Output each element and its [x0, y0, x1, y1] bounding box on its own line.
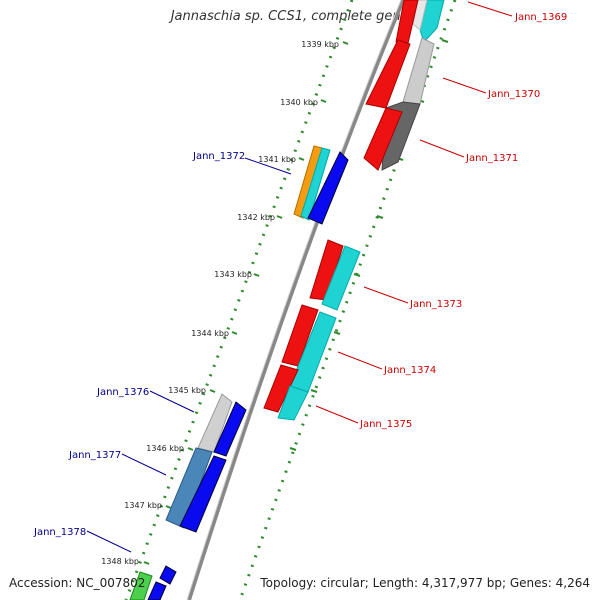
gene-label-jann-1372: Jann_1372: [192, 151, 245, 162]
gene-label-jann-1376: Jann_1376: [96, 387, 149, 398]
tick-marks: [143, 41, 349, 565]
gene-red-lower2: [263, 364, 299, 413]
tick-mark: [289, 447, 297, 451]
gene-label-jann-1375: Jann_1375: [359, 419, 412, 430]
connector-jann-1376: [149, 390, 195, 413]
backbone-highlight: [186, 0, 402, 600]
genome-stats: Topology: circular; Length: 4,317,977 bp…: [260, 576, 590, 590]
connector-jann-1369: [467, 1, 513, 17]
reverse-genes[interactable]: [129, 145, 349, 600]
gene-blue-4: [159, 565, 177, 585]
gene-jann-1372-cyan: [300, 147, 331, 221]
tick-mark: [320, 99, 327, 103]
tick-mark: [441, 39, 449, 43]
gene-label-jann-1371: Jann_1371: [465, 153, 518, 164]
gene-label-jann-1377: Jann_1377: [68, 450, 121, 461]
connector-jann-1371: [419, 139, 465, 158]
gene-label-jann-1370: Jann_1370: [487, 89, 540, 100]
label-connectors: [86, 1, 513, 553]
tick-mark: [231, 331, 238, 335]
tick-mark: [253, 273, 260, 277]
gene-jann-1378: [129, 571, 153, 600]
tick-mark: [276, 215, 283, 219]
tick-track-inner: [124, 0, 354, 600]
gene-blue-5: [147, 581, 167, 600]
connector-jann-1373: [363, 286, 409, 304]
map-title: Jannaschia sp. CCS1, complete genome: [170, 9, 430, 24]
backbone-line: [187, 0, 405, 600]
connector-jann-1377: [121, 453, 167, 476]
tick-mark: [143, 561, 150, 565]
tick-mark: [310, 389, 318, 393]
tick-label: 1340 kbp: [280, 98, 318, 107]
connector-jann-1370: [442, 77, 487, 94]
connector-jann-1378: [86, 530, 132, 553]
connector-jann-1374: [337, 351, 383, 370]
connector-jann-1375: [315, 405, 359, 424]
tick-mark: [298, 157, 305, 161]
gene-labels-forward[interactable]: Jann_1369 Jann_1370 Jann_1371 Jann_1373 …: [359, 12, 567, 430]
tick-label: 1348 kbp: [101, 557, 139, 566]
gene-label-jann-1378: Jann_1378: [33, 527, 86, 538]
gene-blue-3: [179, 455, 227, 533]
tick-mark: [342, 41, 349, 45]
tick-label: 1345 kbp: [168, 386, 206, 395]
gene-label-jann-1374: Jann_1374: [383, 365, 436, 376]
tick-mark: [333, 331, 341, 335]
tick-label: 1342 kbp: [237, 213, 275, 222]
accession-label: Accession: NC_007802: [9, 576, 146, 590]
tick-mark: [353, 273, 361, 277]
gene-jann-1373: [321, 245, 361, 311]
tick-label: 1347 kbp: [124, 501, 162, 510]
tick-mark: [187, 447, 194, 451]
gene-blue-1: [307, 151, 349, 225]
gene-jann-1372-orange: [293, 145, 323, 219]
tick-label: 1341 kbp: [258, 155, 296, 164]
tick-mark: [165, 505, 172, 509]
tick-mark: [376, 215, 384, 219]
tick-label: 1344 kbp: [191, 329, 229, 338]
connector-jann-1372: [244, 157, 292, 175]
gene-jann-1375: [277, 385, 309, 421]
gene-blue-2: [213, 401, 247, 457]
gene-label-jann-1369: Jann_1369: [514, 12, 567, 23]
tick-label: 1343 kbp: [214, 270, 252, 279]
gene-red-mid: [363, 107, 403, 171]
gene-label-jann-1373: Jann_1373: [409, 299, 462, 310]
gene-labels-reverse[interactable]: Jann_1372 Jann_1376 Jann_1377 Jann_1378: [33, 151, 245, 538]
tick-label: 1346 kbp: [146, 444, 184, 453]
forward-genes[interactable]: [263, 0, 445, 421]
tick-label: 1339 kbp: [301, 40, 339, 49]
tick-labels: 1339 kbp 1340 kbp 1341 kbp 1342 kbp 1343…: [101, 40, 339, 566]
tick-mark: [209, 389, 216, 393]
tick-track-outer: [238, 0, 457, 600]
